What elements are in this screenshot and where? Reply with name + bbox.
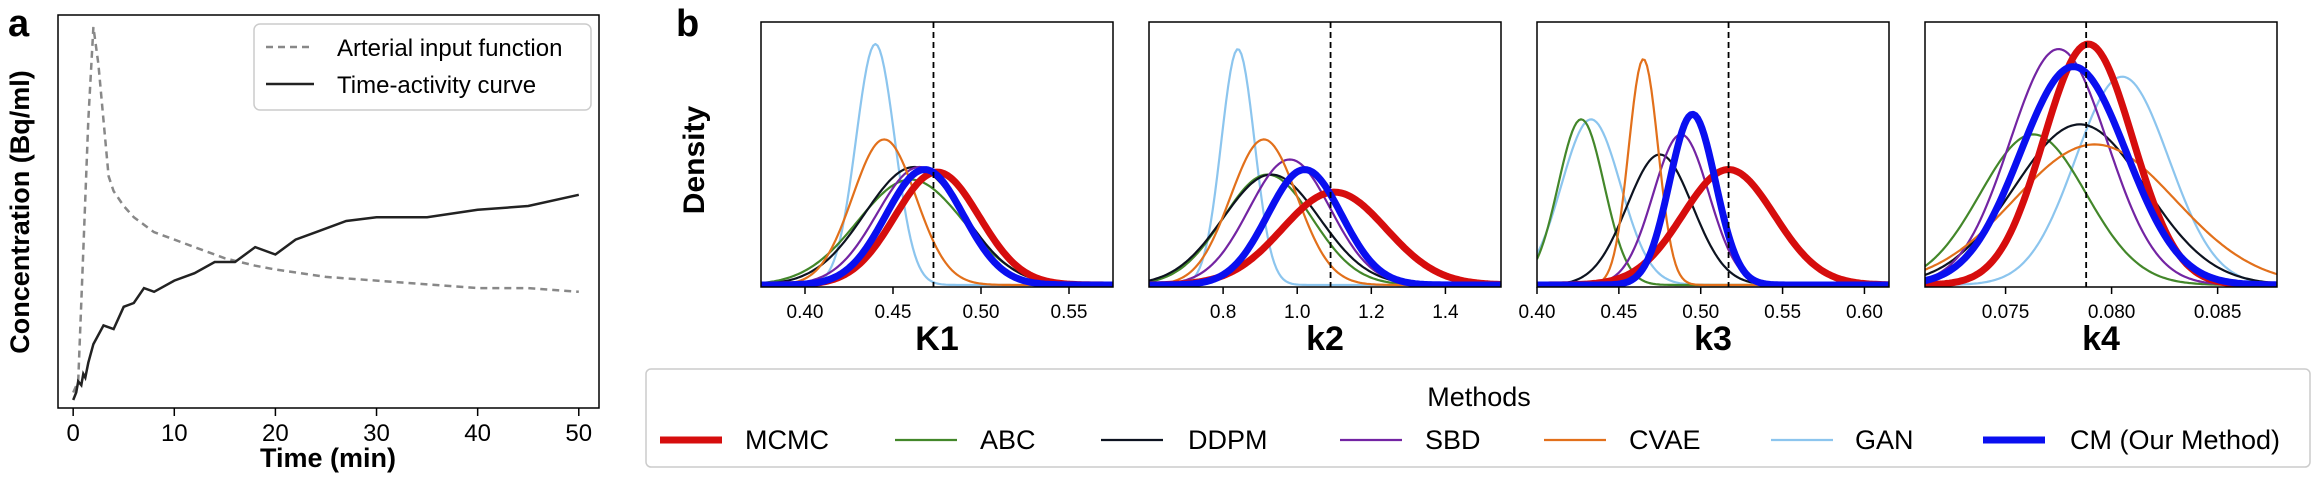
density-curve-abc <box>1925 133 2277 287</box>
plot-frame <box>1924 21 2278 288</box>
legend-label-aif: Arterial input function <box>337 35 562 62</box>
legend-title: Methods <box>1427 382 1531 412</box>
density-curve-cvae <box>1925 143 2277 276</box>
x-tick-label: 0.40 <box>787 302 824 323</box>
x-tick-label: 1.4 <box>1432 302 1459 323</box>
legend-item-cvae: CVAE <box>1544 425 1701 455</box>
x-tick-label: 0.40 <box>1519 302 1556 323</box>
legend-item-cm: CM (Our Method) <box>1983 425 2280 455</box>
x-axis-label: k4 <box>2082 320 2120 358</box>
plot-frame <box>1148 21 1502 288</box>
density-panel-k4: 0.075 0.080 0.085 k4 <box>1924 21 2278 358</box>
legend-item-gan: GAN <box>1771 425 1914 455</box>
density-curves <box>761 42 1113 287</box>
density-curve-cvae <box>761 138 1113 287</box>
legend-box-b <box>645 368 2311 468</box>
legend-a: Arterial input function Time-activity cu… <box>253 23 592 111</box>
density-panel-k2: 0.8 1.0 1.2 1.4 k2 <box>1148 21 1502 358</box>
aif-line <box>72 26 579 394</box>
x-tick-label-a: 0 <box>66 420 79 447</box>
density-panels: 0.40 0.45 0.50 0.55 K1 0.8 1.0 1.2 1.4 k2 0.40 0.45… <box>760 21 2278 358</box>
legend-label: CVAE <box>1629 425 1701 455</box>
density-curve-ddpm <box>761 165 1113 287</box>
plot-frame <box>1536 21 1890 288</box>
density-curve-cm <box>1537 110 1889 287</box>
density-curve-abc <box>1537 118 1889 287</box>
legend-items: MCMC ABC DDPM SBD CVAE GAN CM (Our Method) <box>660 425 2280 455</box>
x-tick-label: 0.8 <box>1210 302 1236 323</box>
x-ticks-a: 0 10 20 30 40 50 <box>66 408 592 447</box>
density-curve-mcmc <box>761 168 1113 287</box>
x-tick-label-a: 50 <box>565 420 592 447</box>
legend-label: SBD <box>1425 425 1481 455</box>
panel-label-a: a <box>8 3 30 45</box>
legend-label: DDPM <box>1188 425 1268 455</box>
legend-item-sbd: SBD <box>1340 425 1481 455</box>
x-tick-label: 0.55 <box>1051 302 1088 323</box>
legend-label: ABC <box>980 425 1036 455</box>
x-tick-label: 1.2 <box>1358 302 1384 323</box>
x-tick-label: 1.0 <box>1284 302 1310 323</box>
x-axis-label: k2 <box>1306 320 1344 358</box>
y-axis-label-b: Density <box>678 106 711 215</box>
x-tick-label: 0.50 <box>963 302 1000 323</box>
x-tick-label: 0.45 <box>875 302 912 323</box>
legend-label: CM (Our Method) <box>2070 425 2280 455</box>
x-tick-label-a: 10 <box>161 420 188 447</box>
x-tick-label: 0.45 <box>1600 302 1637 323</box>
x-axis-label: k3 <box>1694 320 1732 358</box>
y-axis-label-a: Concentration (Bq/ml) <box>5 70 35 354</box>
density-panel-k3: 0.40 0.45 0.50 0.55 0.60 k3 <box>1519 21 1890 358</box>
methods-legend: Methods MCMC ABC DDPM SBD CVAE GAN CM (Our Met… <box>645 368 2311 468</box>
x-tick-label: 0.50 <box>1682 302 1719 323</box>
density-curve-cm <box>761 166 1113 287</box>
density-curves <box>1537 58 1889 287</box>
x-tick-label: 0.60 <box>1846 302 1883 323</box>
x-tick-label: 0.085 <box>2194 302 2242 323</box>
density-curve-mcmc <box>1537 166 1889 287</box>
legend-label-tac: Time-activity curve <box>337 72 536 99</box>
tac-line <box>72 193 580 401</box>
plot-frame <box>760 21 1114 288</box>
x-tick-label: 0.080 <box>2088 302 2136 323</box>
legend-item-abc: ABC <box>895 425 1036 455</box>
x-axis-label: K1 <box>915 320 958 358</box>
panel-label-b: b <box>676 3 699 45</box>
series-lines-a <box>72 26 580 401</box>
panel-b: b Density 0.40 0.45 0.50 0.55 K1 0.8 1.0 1.2 1.4… <box>645 3 2311 468</box>
density-curve-cm <box>1149 166 1501 287</box>
density-curve-sbd <box>1149 158 1501 287</box>
density-curves <box>1149 48 1501 287</box>
legend-label: MCMC <box>745 425 829 455</box>
panel-a: a 0 10 20 30 40 50 Time (min) Concentration (… <box>5 3 600 473</box>
density-curve-sbd <box>1925 48 2277 287</box>
density-curves <box>1925 40 2277 287</box>
plot-frame-a <box>57 14 600 409</box>
legend-item-ddpm: DDPM <box>1101 425 1268 455</box>
x-axis-label-a: Time (min) <box>260 443 396 473</box>
density-curve-gan <box>1537 118 1889 287</box>
x-tick-label-a: 30 <box>363 420 390 447</box>
x-tick-label: 0.075 <box>1982 302 2030 323</box>
x-tick-label-a: 40 <box>464 420 491 447</box>
x-tick-label: 0.55 <box>1764 302 1801 323</box>
density-curve-gan <box>1925 75 2277 287</box>
density-curve-ddpm <box>1925 123 2277 285</box>
legend-label: GAN <box>1855 425 1914 455</box>
legend-box-a <box>253 23 592 111</box>
density-curve-sbd <box>761 165 1113 287</box>
legend-item-mcmc: MCMC <box>660 425 829 455</box>
density-curve-mcmc <box>1925 40 2277 287</box>
density-curve-cm <box>1925 63 2277 287</box>
x-tick-label-a: 20 <box>262 420 289 447</box>
density-panel-k1: 0.40 0.45 0.50 0.55 K1 <box>760 21 1114 358</box>
